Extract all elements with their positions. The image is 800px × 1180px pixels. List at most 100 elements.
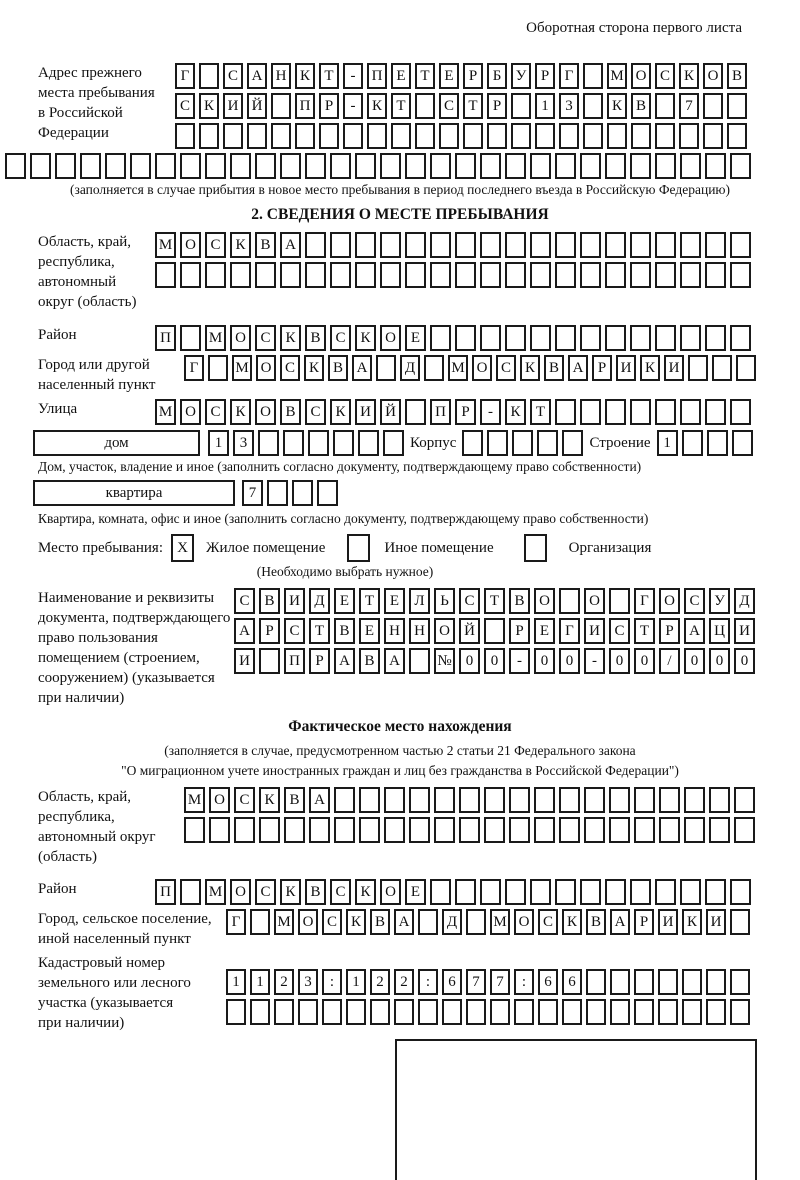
char-box [681,430,703,456]
char-box: Й [380,399,401,425]
char-box [505,153,526,179]
char-box [680,325,701,351]
char-box [610,999,630,1025]
char-box [684,787,705,813]
char-box: О [180,399,201,425]
char-box [355,232,376,258]
label-line: республика, [38,809,115,825]
char-box: - [343,63,363,89]
char-box [205,153,226,179]
char-box [258,430,279,456]
char-box: Е [439,63,459,89]
char-box [105,153,126,179]
label-line: округ (область) [38,294,137,310]
char-box [480,262,501,288]
char-box [384,787,405,813]
char-box [284,817,305,843]
char-box: К [682,909,702,935]
char-box: А [384,648,405,674]
char-box [305,153,326,179]
char-box [455,879,476,905]
char-box [610,969,630,995]
char-box [705,879,726,905]
char-box [484,817,505,843]
char-box: Ь [434,588,455,614]
char-box [405,262,426,288]
char-box [267,480,288,506]
char-box: К [295,63,315,89]
char-box [205,262,226,288]
section3-note2: "О миграционном учете иностранных гражда… [121,763,679,778]
char-box: С [284,618,305,644]
char-box: В [359,648,380,674]
char-box: 1 [656,430,678,456]
label-line: Область, край, [38,234,132,250]
checkbox-inoe[interactable] [347,534,371,562]
section3-title: Фактическое место нахождения [288,718,512,735]
char-box [484,618,505,644]
char-box: Г [184,355,204,381]
char-box [509,817,530,843]
char-box [376,355,396,381]
char-box: С [205,399,226,425]
label-line: автономный [38,274,117,290]
char-box: Д [400,355,420,381]
char-box [605,262,626,288]
char-box: 0 [709,648,730,674]
char-box [380,153,401,179]
char-box [180,325,201,351]
char-box [480,153,501,179]
char-box [459,787,480,813]
char-box [736,355,756,381]
char-box: И [616,355,636,381]
char-box [430,325,451,351]
char-box [605,153,626,179]
char-box: М [448,355,468,381]
prev-address-row4 [5,153,800,179]
char-box [430,232,451,258]
char-box: С [459,588,480,614]
char-box [709,787,730,813]
checkbox-organizatsiya[interactable] [523,534,547,562]
char-box [208,355,228,381]
char-box [730,232,751,258]
char-box [250,909,270,935]
char-box: К [607,93,627,119]
gorod3-label: Город, сельское поселение, иной населенн… [38,909,226,949]
char-box: 0 [609,648,630,674]
char-box [684,817,705,843]
char-box [30,153,51,179]
char-box [559,787,580,813]
char-box: В [328,355,348,381]
char-box: М [155,232,176,258]
checkbox-zhiloe[interactable]: X [171,534,194,562]
char-box [530,879,551,905]
char-box [466,909,486,935]
char-box [706,430,728,456]
char-box [305,262,326,288]
char-box [705,325,726,351]
label-line: населенный пункт [38,377,156,393]
char-box: И [664,355,684,381]
char-box [271,123,291,149]
char-box: Т [319,63,339,89]
char-box [5,153,26,179]
char-box [175,123,195,149]
document-label: Наименование и реквизиты документа, подт… [38,588,234,708]
char-box: В [727,63,747,89]
label-line: Город, сельское поселение, [38,911,212,927]
char-box: 2 [394,969,414,995]
char-box: О [631,63,651,89]
char-box [534,787,555,813]
label-line: Наименование и реквизиты [38,590,215,606]
char-box [330,262,351,288]
char-box [680,153,701,179]
char-box [405,153,426,179]
char-box: С [255,325,276,351]
char-box [415,93,435,119]
char-box [391,123,411,149]
